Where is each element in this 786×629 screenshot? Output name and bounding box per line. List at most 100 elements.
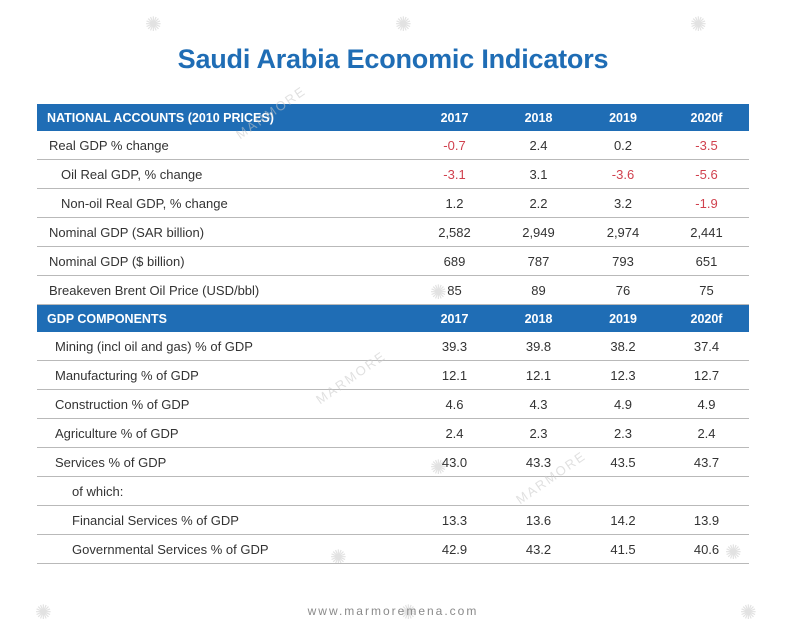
cell-value: 12.7	[664, 360, 749, 390]
cell-value: 37.4	[664, 332, 749, 361]
year-header: 2019	[582, 304, 664, 332]
cell-value: 2.3	[495, 418, 582, 448]
footer-url: www.marmoremena.com	[307, 604, 479, 618]
cell-value: 75	[664, 275, 749, 305]
cell-value: 4.6	[414, 389, 495, 419]
table-row: Breakeven Brent Oil Price (USD/bbl) 85 8…	[37, 275, 749, 305]
table-row: Manufacturing % of GDP 12.1 12.1 12.3 12…	[37, 360, 749, 390]
cell-value: 689	[414, 246, 495, 276]
table-row: Non-oil Real GDP, % change 1.2 2.2 3.2 -…	[37, 188, 749, 218]
table-row: Oil Real GDP, % change -3.1 3.1 -3.6 -5.…	[37, 159, 749, 189]
section-title: GDP COMPONENTS	[37, 304, 414, 332]
cell-value: 4.9	[664, 389, 749, 419]
row-label: Agriculture % of GDP	[37, 418, 414, 448]
cell-value: 41.5	[582, 534, 664, 564]
cell-value	[664, 476, 749, 506]
cell-value: 2.2	[495, 188, 582, 218]
row-label: Governmental Services % of GDP	[37, 534, 414, 564]
cell-value: 3.2	[582, 188, 664, 218]
row-label: Financial Services % of GDP	[37, 505, 414, 535]
cell-value: 43.7	[664, 447, 749, 477]
cell-value: -5.6	[664, 159, 749, 189]
cell-value	[495, 476, 582, 506]
year-header: 2017	[414, 304, 495, 332]
year-header: 2019	[582, 104, 664, 131]
cell-value: 0.2	[582, 131, 664, 160]
watermark-star-icon: ✺	[145, 14, 162, 36]
year-header: 2018	[495, 304, 582, 332]
table-row: Agriculture % of GDP 2.4 2.3 2.3 2.4	[37, 418, 749, 448]
table-row: Services % of GDP 43.0 43.3 43.5 43.7	[37, 447, 749, 477]
cell-value: 3.1	[495, 159, 582, 189]
year-header: 2017	[414, 104, 495, 131]
cell-value: -3.6	[582, 159, 664, 189]
cell-value: 38.2	[582, 332, 664, 361]
cell-value: 2.4	[664, 418, 749, 448]
row-label: Real GDP % change	[37, 131, 414, 160]
cell-value: 13.6	[495, 505, 582, 535]
watermark-star-icon: ✺	[400, 602, 417, 624]
table-row: Construction % of GDP 4.6 4.3 4.9 4.9	[37, 389, 749, 419]
row-label: Services % of GDP	[37, 447, 414, 477]
page-title: Saudi Arabia Economic Indicators	[177, 44, 609, 74]
cell-value: 4.3	[495, 389, 582, 419]
cell-value	[582, 476, 664, 506]
cell-value: 2,974	[582, 217, 664, 247]
row-label: of which:	[37, 476, 414, 506]
row-label: Construction % of GDP	[37, 389, 414, 419]
section-title: NATIONAL ACCOUNTS (2010 PRICES)	[37, 104, 414, 131]
cell-value: 2.4	[495, 131, 582, 160]
table-row: Financial Services % of GDP 13.3 13.6 14…	[37, 505, 749, 535]
cell-value: 40.6	[664, 534, 749, 564]
cell-value: -1.9	[664, 188, 749, 218]
section-national-accounts: NATIONAL ACCOUNTS (2010 PRICES) 2017 201…	[37, 104, 749, 305]
cell-value: -3.5	[664, 131, 749, 160]
watermark-star-icon: ✺	[690, 14, 707, 36]
row-label: Mining (incl oil and gas) % of GDP	[37, 332, 414, 361]
row-label: Nominal GDP (SAR billion)	[37, 217, 414, 247]
table-row: of which:	[37, 476, 749, 506]
table-row: Mining (incl oil and gas) % of GDP 39.3 …	[37, 332, 749, 361]
cell-value: 651	[664, 246, 749, 276]
cell-value: 43.0	[414, 447, 495, 477]
cell-value: 89	[495, 275, 582, 305]
indicators-table: NATIONAL ACCOUNTS (2010 PRICES) 2017 201…	[37, 104, 749, 564]
cell-value: 12.3	[582, 360, 664, 390]
table-row: Governmental Services % of GDP 42.9 43.2…	[37, 534, 749, 564]
cell-value: 43.5	[582, 447, 664, 477]
watermark-star-icon: ✺	[395, 14, 412, 36]
section-header: GDP COMPONENTS 2017 2018 2019 2020f	[37, 304, 749, 332]
cell-value: 13.9	[664, 505, 749, 535]
cell-value: 2.4	[414, 418, 495, 448]
cell-value: 12.1	[495, 360, 582, 390]
row-label: Manufacturing % of GDP	[37, 360, 414, 390]
cell-value: 793	[582, 246, 664, 276]
cell-value: 43.2	[495, 534, 582, 564]
row-label: Breakeven Brent Oil Price (USD/bbl)	[37, 275, 414, 305]
year-header: 2020f	[664, 104, 749, 131]
cell-value: 85	[414, 275, 495, 305]
table-row: Nominal GDP ($ billion) 689 787 793 651	[37, 246, 749, 276]
cell-value: 39.3	[414, 332, 495, 361]
table-row: Real GDP % change -0.7 2.4 0.2 -3.5	[37, 131, 749, 160]
watermark-star-icon: ✺	[35, 602, 52, 624]
table-row: Nominal GDP (SAR billion) 2,582 2,949 2,…	[37, 217, 749, 247]
cell-value: 42.9	[414, 534, 495, 564]
cell-value: 2,582	[414, 217, 495, 247]
watermark-star-icon: ✺	[740, 602, 757, 624]
cell-value: -0.7	[414, 131, 495, 160]
cell-value: 76	[582, 275, 664, 305]
cell-value	[414, 476, 495, 506]
cell-value: 43.3	[495, 447, 582, 477]
section-gdp-components: GDP COMPONENTS 2017 2018 2019 2020f Mini…	[37, 304, 749, 564]
section-header: NATIONAL ACCOUNTS (2010 PRICES) 2017 201…	[37, 104, 749, 131]
cell-value: -3.1	[414, 159, 495, 189]
cell-value: 13.3	[414, 505, 495, 535]
row-label: Oil Real GDP, % change	[37, 159, 414, 189]
cell-value: 2,949	[495, 217, 582, 247]
cell-value: 787	[495, 246, 582, 276]
row-label: Nominal GDP ($ billion)	[37, 246, 414, 276]
cell-value: 1.2	[414, 188, 495, 218]
cell-value: 39.8	[495, 332, 582, 361]
year-header: 2018	[495, 104, 582, 131]
